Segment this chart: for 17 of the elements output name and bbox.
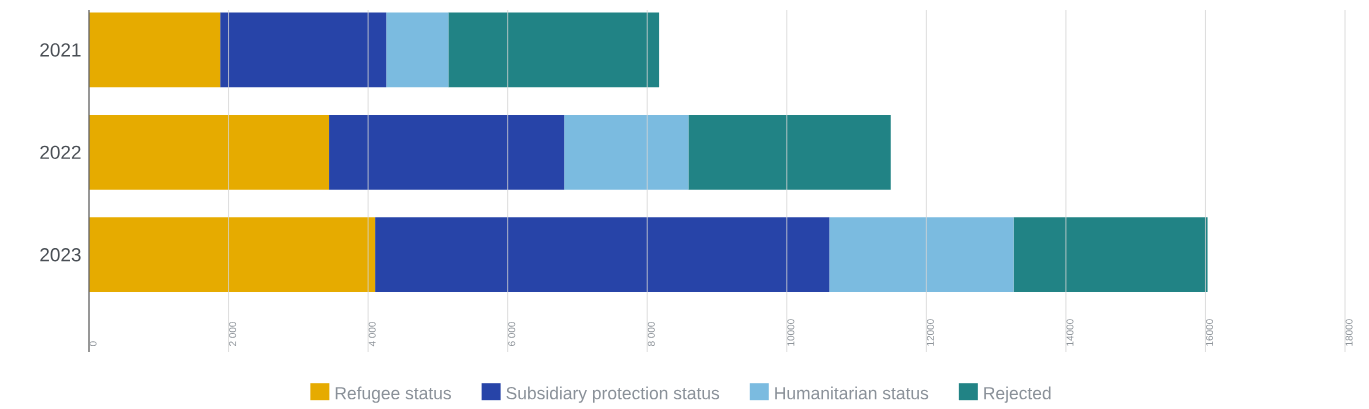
x-tick-label: 6 000 <box>508 321 516 346</box>
legend-label: Rejected <box>984 386 1051 403</box>
x-tick-label: 12000 <box>926 319 934 346</box>
legend-label: Refugee status <box>335 386 451 403</box>
x-tick-label: 10000 <box>787 319 795 346</box>
x-tick-label: 18000 <box>1345 319 1353 346</box>
x-tick-label: 0 <box>89 341 97 347</box>
y-tick-label: 2023 <box>40 248 81 262</box>
x-tick-label: 4 000 <box>368 321 376 347</box>
y-tick-label: 2022 <box>40 145 81 160</box>
x-tick-label: 16000 <box>1205 319 1214 346</box>
y-tick-label: 2021 <box>40 43 81 57</box>
legend-label: Humanitarian status <box>775 386 929 400</box>
x-tick-label: 14000 <box>1066 319 1074 346</box>
x-tick-label: 8 000 <box>647 321 655 347</box>
legend-label: Subsidiary protection status <box>506 386 720 403</box>
x-tick-label: 2 000 <box>229 321 237 346</box>
